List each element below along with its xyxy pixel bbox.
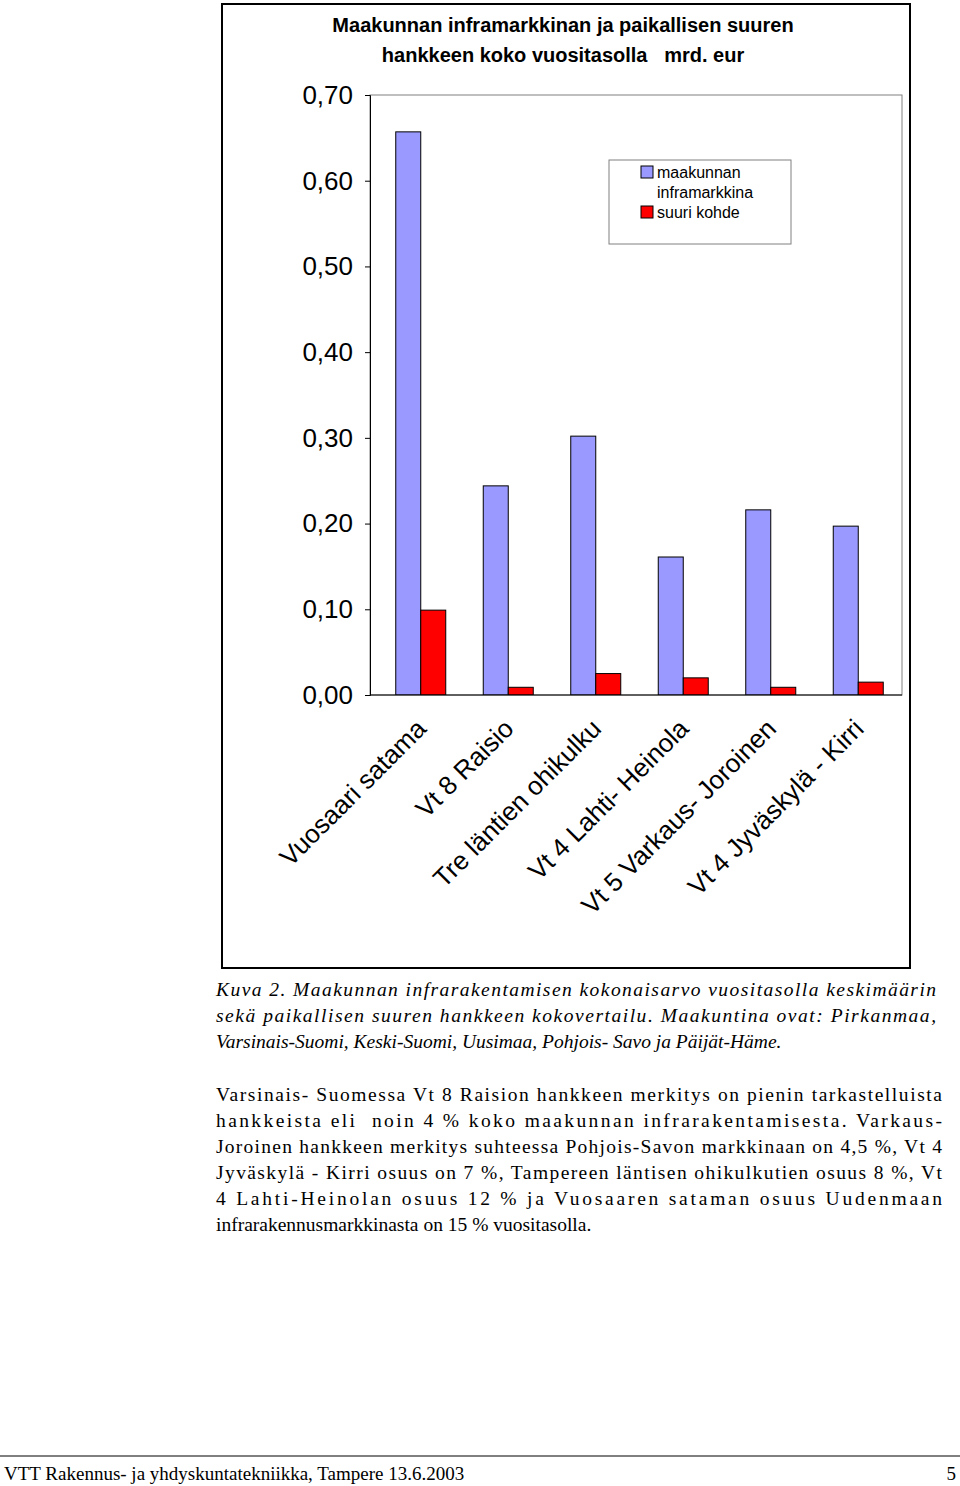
bar bbox=[658, 557, 683, 695]
y-tick-label: 0,30 bbox=[302, 423, 353, 453]
footer-rule bbox=[0, 1456, 960, 1457]
bar bbox=[571, 436, 596, 695]
body-line: Joroinen hankkeen merkitys suhteessa Poh… bbox=[216, 1136, 942, 1157]
bar bbox=[596, 674, 621, 695]
x-tick: Vuosaari satama bbox=[274, 695, 433, 872]
legend-label: maakunnan inframarkkina bbox=[657, 164, 753, 201]
caption-line: Varsinais-Suomi, Keski-Suomi, Uusimaa, P… bbox=[216, 1031, 781, 1052]
caption-line: sekä paikallisen suuren hankkeen kokover… bbox=[216, 1005, 936, 1026]
text-line: inframarkkina bbox=[657, 184, 753, 201]
y-tick: 0,30 bbox=[302, 423, 370, 453]
y-axis-line bbox=[365, 96, 371, 696]
chart-frame bbox=[222, 4, 910, 968]
text-line: hankkeen koko vuositasolla mrd. eur bbox=[382, 44, 745, 66]
y-tick-label: 0,50 bbox=[302, 251, 353, 281]
y-tick-label: 0,60 bbox=[302, 166, 353, 196]
y-tick-label: 0,40 bbox=[302, 337, 353, 367]
y-tick: 0,00 bbox=[302, 680, 370, 710]
legend-label: suuri kohde bbox=[657, 204, 740, 221]
legend-swatch bbox=[641, 166, 653, 178]
x-tick: Vt 5 Varkaus- Joroinen bbox=[575, 695, 782, 920]
y-tick: 0,60 bbox=[302, 166, 370, 196]
bar bbox=[508, 687, 533, 695]
bar bbox=[858, 682, 883, 695]
text-line: Maakunnan inframarkkinan ja paikallisen … bbox=[332, 14, 793, 36]
caption: Kuva 2. Maakunnan infrarakentamisen koko… bbox=[215, 979, 936, 1052]
bar-series bbox=[396, 132, 859, 695]
legend-swatch bbox=[641, 206, 653, 218]
bar bbox=[833, 526, 858, 695]
y-tick-label: 0,00 bbox=[302, 680, 353, 710]
page-number: 5 bbox=[947, 1463, 957, 1484]
footer-left: VTT Rakennus- ja yhdyskuntatekniikka, Ta… bbox=[4, 1463, 464, 1484]
x-tick-label: Vt 4 Lahti- Heinola bbox=[522, 713, 695, 886]
y-tick: 0,10 bbox=[302, 594, 370, 624]
bars bbox=[396, 132, 884, 695]
y-tick-mark bbox=[365, 352, 370, 353]
legend-entry: maakunnan inframarkkina bbox=[641, 164, 753, 201]
y-tick-mark bbox=[365, 438, 370, 439]
bar bbox=[683, 678, 708, 695]
y-tick: 0,40 bbox=[302, 337, 370, 367]
y-axis: 0,00 0,10 0,20 0,30 0,40 0,50 0,60 0,70 bbox=[302, 80, 370, 710]
y-tick-mark bbox=[365, 524, 370, 525]
bar bbox=[483, 486, 508, 695]
y-tick-mark bbox=[365, 609, 370, 610]
y-tick-mark bbox=[365, 266, 370, 267]
body: Varsinais- Suomessa Vt 8 Raision hankkee… bbox=[216, 1084, 943, 1235]
y-tick-label: 0,70 bbox=[302, 80, 353, 110]
y-tick-label: 0,10 bbox=[302, 594, 353, 624]
bar bbox=[396, 132, 421, 695]
y-tick: 0,20 bbox=[302, 508, 370, 538]
legend-entry: suuri kohde bbox=[641, 204, 740, 221]
x-tick: Vt 4 Jyväskylä - Kirri bbox=[682, 695, 870, 901]
x-tick-label: Vt 4 Jyväskylä - Kirri bbox=[682, 713, 870, 901]
page: 0,00 0,10 0,20 0,30 0,40 0,50 0,60 0,70 Vuosaari… bbox=[0, 0, 960, 1486]
body-line: hankkeista eli noin 4 % koko maakunnan i… bbox=[216, 1110, 942, 1131]
bar bbox=[771, 687, 796, 695]
text-line: maakunnan bbox=[657, 164, 741, 181]
x-axis-line bbox=[370, 695, 902, 696]
body-line: 4 Lahti-Heinolan osuus 12 % ja Vuosaaren… bbox=[216, 1188, 942, 1209]
chart-title: Maakunnan inframarkkinan ja paikallisen … bbox=[332, 14, 793, 66]
x-tick-label: Vuosaari satama bbox=[274, 713, 433, 872]
body-line: Varsinais- Suomessa Vt 8 Raision hankkee… bbox=[216, 1084, 942, 1105]
x-tick: Tre läntien ohikulku bbox=[427, 695, 607, 893]
y-tick: 0,50 bbox=[302, 251, 370, 281]
y-tick-mark bbox=[365, 181, 370, 182]
bar bbox=[746, 510, 771, 695]
legend: maakunnan inframarkkina suuri kohde bbox=[609, 160, 791, 244]
body-line: Jyväskylä - Kirri osuus on 7 %, Tamperee… bbox=[216, 1162, 943, 1183]
body-line: infrarakennusmarkkinasta on 15 % vuosita… bbox=[216, 1214, 591, 1235]
x-tick-label: Tre läntien ohikulku bbox=[427, 713, 607, 893]
bar bbox=[421, 610, 446, 695]
x-axis: Vuosaari satamaVt 8 RaisioTre läntien oh… bbox=[274, 695, 902, 920]
legend-box bbox=[609, 160, 791, 244]
y-tick-mark bbox=[365, 95, 370, 96]
x-tick: Vt 4 Lahti- Heinola bbox=[522, 695, 695, 886]
text-line: suuri kohde bbox=[657, 204, 740, 221]
caption-line: Kuva 2. Maakunnan infrarakentamisen koko… bbox=[215, 979, 936, 1000]
plot-frame bbox=[370, 95, 902, 695]
y-tick: 0,70 bbox=[302, 80, 370, 110]
y-tick-label: 0,20 bbox=[302, 508, 353, 538]
bar-series bbox=[421, 610, 884, 695]
y-tick-mark bbox=[365, 695, 370, 696]
